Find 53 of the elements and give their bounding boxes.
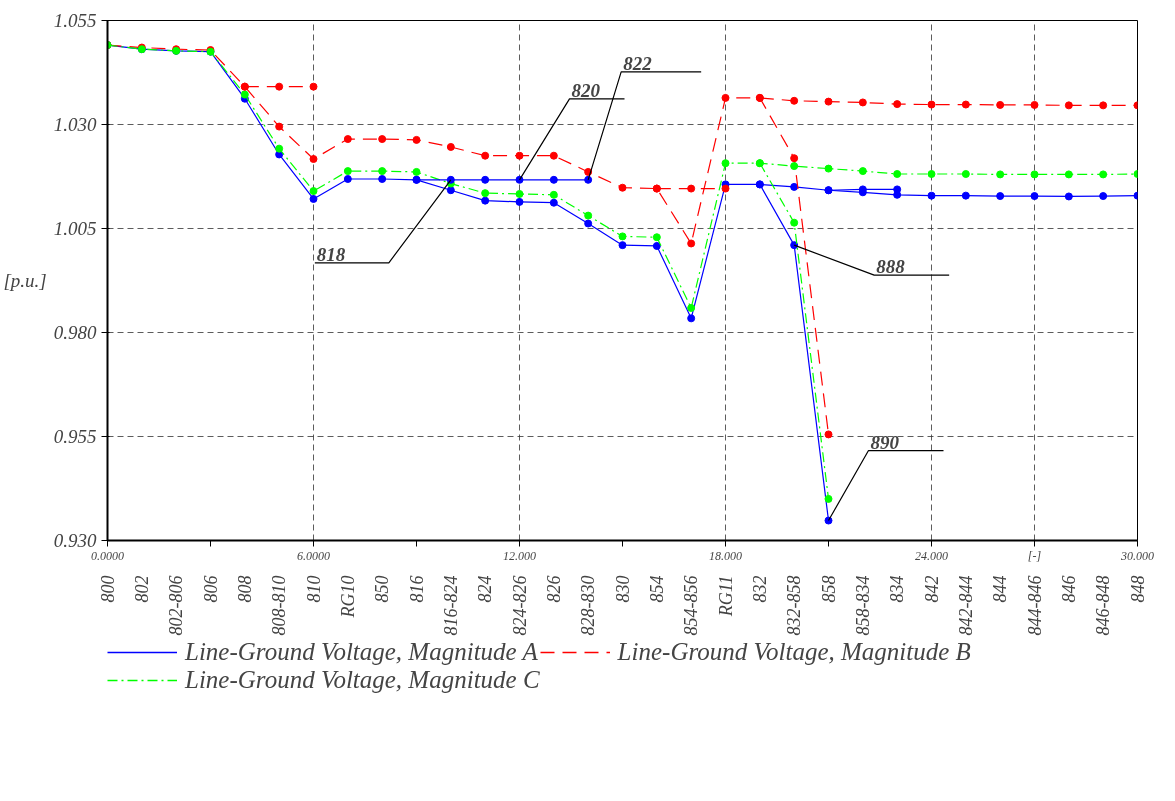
x-tick-label: 848 — [1127, 575, 1148, 603]
x-tick-label: 842 — [921, 575, 942, 603]
y-tick-label: 0.930 — [53, 530, 97, 551]
x-tick-label: 846 — [1058, 575, 1079, 603]
y-tick-label: 1.055 — [53, 10, 97, 31]
x2-tick-label: 0.0000 — [91, 548, 124, 563]
y-tick-label: 1.030 — [53, 114, 97, 135]
legend-label: Line-Ground Voltage, Magnitude A — [185, 638, 538, 666]
x-tick-label: 826 — [543, 575, 564, 603]
x-tick-label: 806 — [200, 575, 221, 603]
x-tick-label: 816-824 — [440, 575, 461, 636]
x-tick-label: 846-848 — [1093, 575, 1114, 636]
x2-tick-label: 18.000 — [709, 548, 742, 563]
x2-tick-label: 24.000 — [915, 548, 948, 563]
x-tick-label: 816 — [406, 575, 427, 603]
annotation: 818 — [316, 243, 346, 265]
x-tick-label: 800 — [97, 575, 118, 603]
x-tick-label: 830 — [612, 575, 633, 603]
x-tick-label: RG10 — [337, 575, 358, 619]
y-tick-label: 0.955 — [53, 426, 97, 447]
annotation: 820 — [571, 79, 601, 101]
x-tick-label: 828-830 — [578, 575, 599, 636]
x-tick-label: 854-856 — [681, 575, 702, 636]
annotation: 822 — [623, 52, 653, 74]
x2-tick-label: 12.000 — [503, 548, 536, 563]
x-tick-label: RG11 — [715, 575, 736, 618]
x-tick-label: 858 — [818, 575, 839, 603]
y-axis-title: [p.u.] — [3, 270, 47, 291]
x-tick-label: 808 — [234, 575, 255, 603]
x-tick-label: 858-834 — [852, 575, 873, 636]
x-tick-label: 802 — [131, 575, 152, 603]
x-tick-label: 842-844 — [955, 575, 976, 636]
x-tick-label: 808-810 — [269, 575, 290, 636]
x-tick-label: 832-858 — [784, 575, 805, 636]
annotation: 888 — [876, 256, 906, 278]
x-tick-label: 854 — [646, 575, 667, 603]
x-tick-label: 832 — [749, 575, 770, 603]
legend-label: Line-Ground Voltage, Magnitude C — [185, 666, 540, 694]
y-tick-label: 1.005 — [53, 218, 97, 239]
x-tick-label: 824-826 — [509, 575, 530, 636]
x2-tick-label: 30.000 — [1120, 548, 1154, 563]
x-tick-label: 844 — [990, 575, 1011, 603]
x-tick-label: 824 — [475, 575, 496, 603]
x-tick-label: 850 — [372, 575, 393, 603]
x-tick-label: 834 — [887, 575, 908, 603]
y-tick-label: 0.980 — [53, 322, 97, 343]
x-tick-label: 844-846 — [1024, 575, 1045, 636]
x-tick-label: 802-806 — [166, 575, 187, 636]
legend-label: Line-Ground Voltage, Magnitude B — [617, 638, 971, 666]
x2-tick-label: [-] — [1027, 548, 1042, 563]
x-tick-label: 810 — [303, 575, 324, 603]
x2-tick-label: 6.0000 — [297, 548, 330, 563]
annotation: 890 — [870, 431, 900, 453]
